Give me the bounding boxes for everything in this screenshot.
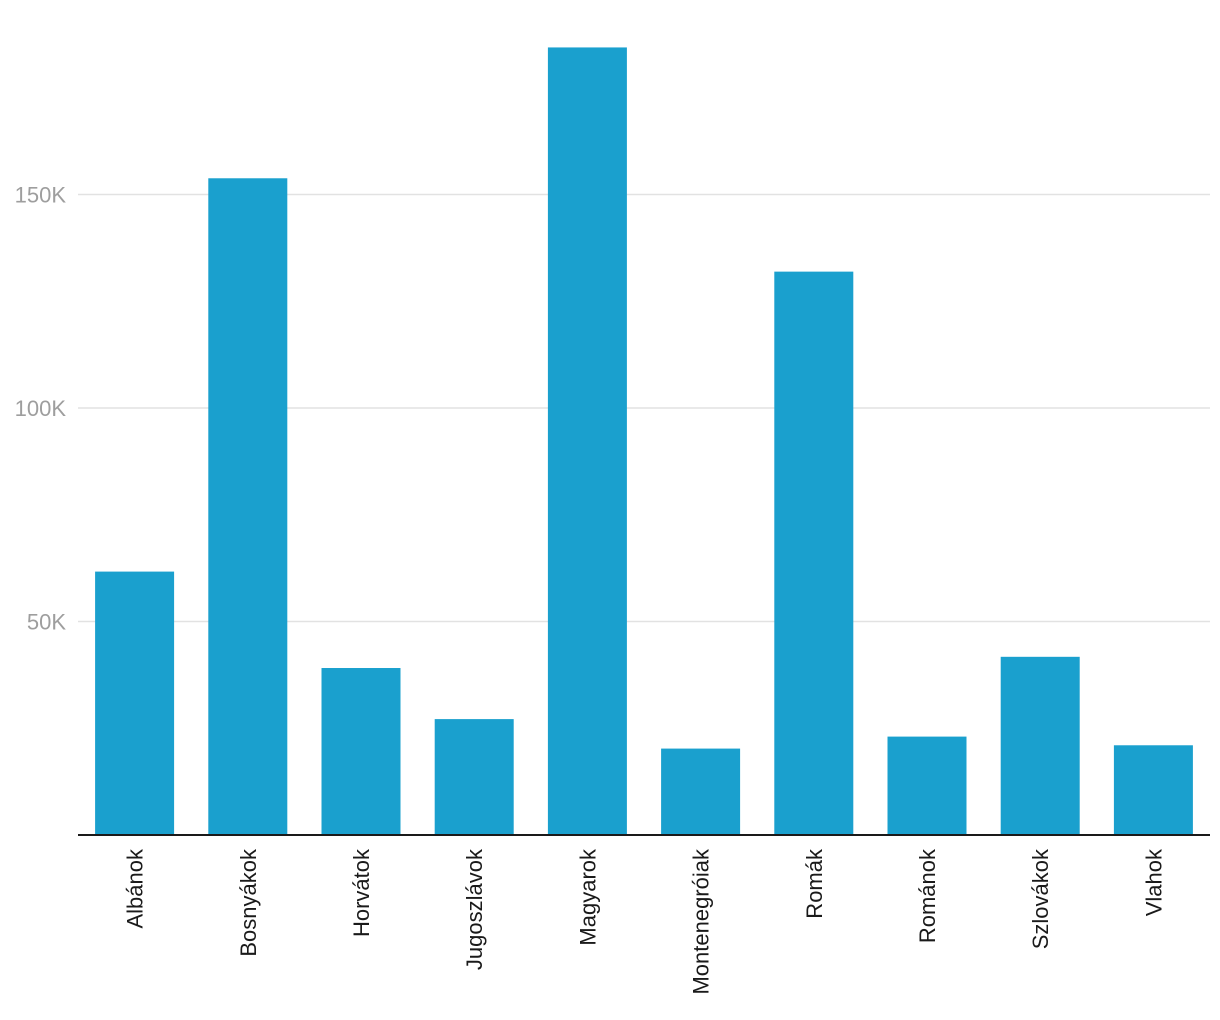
y-tick-label-50k: 50K (27, 610, 66, 635)
x-tick-label-szlovakok: Szlovákok (1028, 848, 1053, 949)
x-tick-label-jugoszlavok: Jugoszlávok (462, 848, 487, 970)
bar-vlahok[interactable] (1113, 745, 1193, 835)
bar-bosnyakok[interactable] (208, 178, 288, 836)
x-tick-label-romak: Romák (802, 848, 827, 919)
x-tick-label-albanok: Albánok (123, 848, 148, 929)
bar-montenegroiak[interactable] (661, 748, 741, 835)
bar-horvatok[interactable] (321, 668, 401, 835)
y-tick-label-100k: 100K (15, 396, 67, 421)
bar-romak[interactable] (774, 271, 854, 835)
x-tick-label-romanok: Románok (915, 848, 940, 943)
x-tick-label-magyarok: Magyarok (575, 848, 600, 946)
bar-romanok[interactable] (887, 736, 967, 835)
bar-szlovakok[interactable] (1000, 656, 1080, 835)
bars (95, 47, 1193, 836)
x-tick-label-bosnyakok: Bosnyákok (236, 848, 261, 957)
bar-albanok[interactable] (95, 571, 175, 835)
bar-magyarok[interactable] (547, 47, 627, 835)
y-axis-tick-labels: 50K 100K 150K (15, 183, 67, 635)
x-tick-label-montenegroiak: Montenegróiak (689, 848, 714, 995)
x-tick-label-vlahok: Vlahok (1141, 848, 1166, 916)
bar-jugoszlavok[interactable] (434, 719, 514, 835)
x-axis-tick-labels: Albánok Bosnyákok Horvátok Jugoszlávok Magya… (123, 848, 1167, 995)
x-tick-label-horvatok: Horvátok (349, 848, 374, 937)
y-tick-label-150k: 150K (15, 183, 67, 208)
